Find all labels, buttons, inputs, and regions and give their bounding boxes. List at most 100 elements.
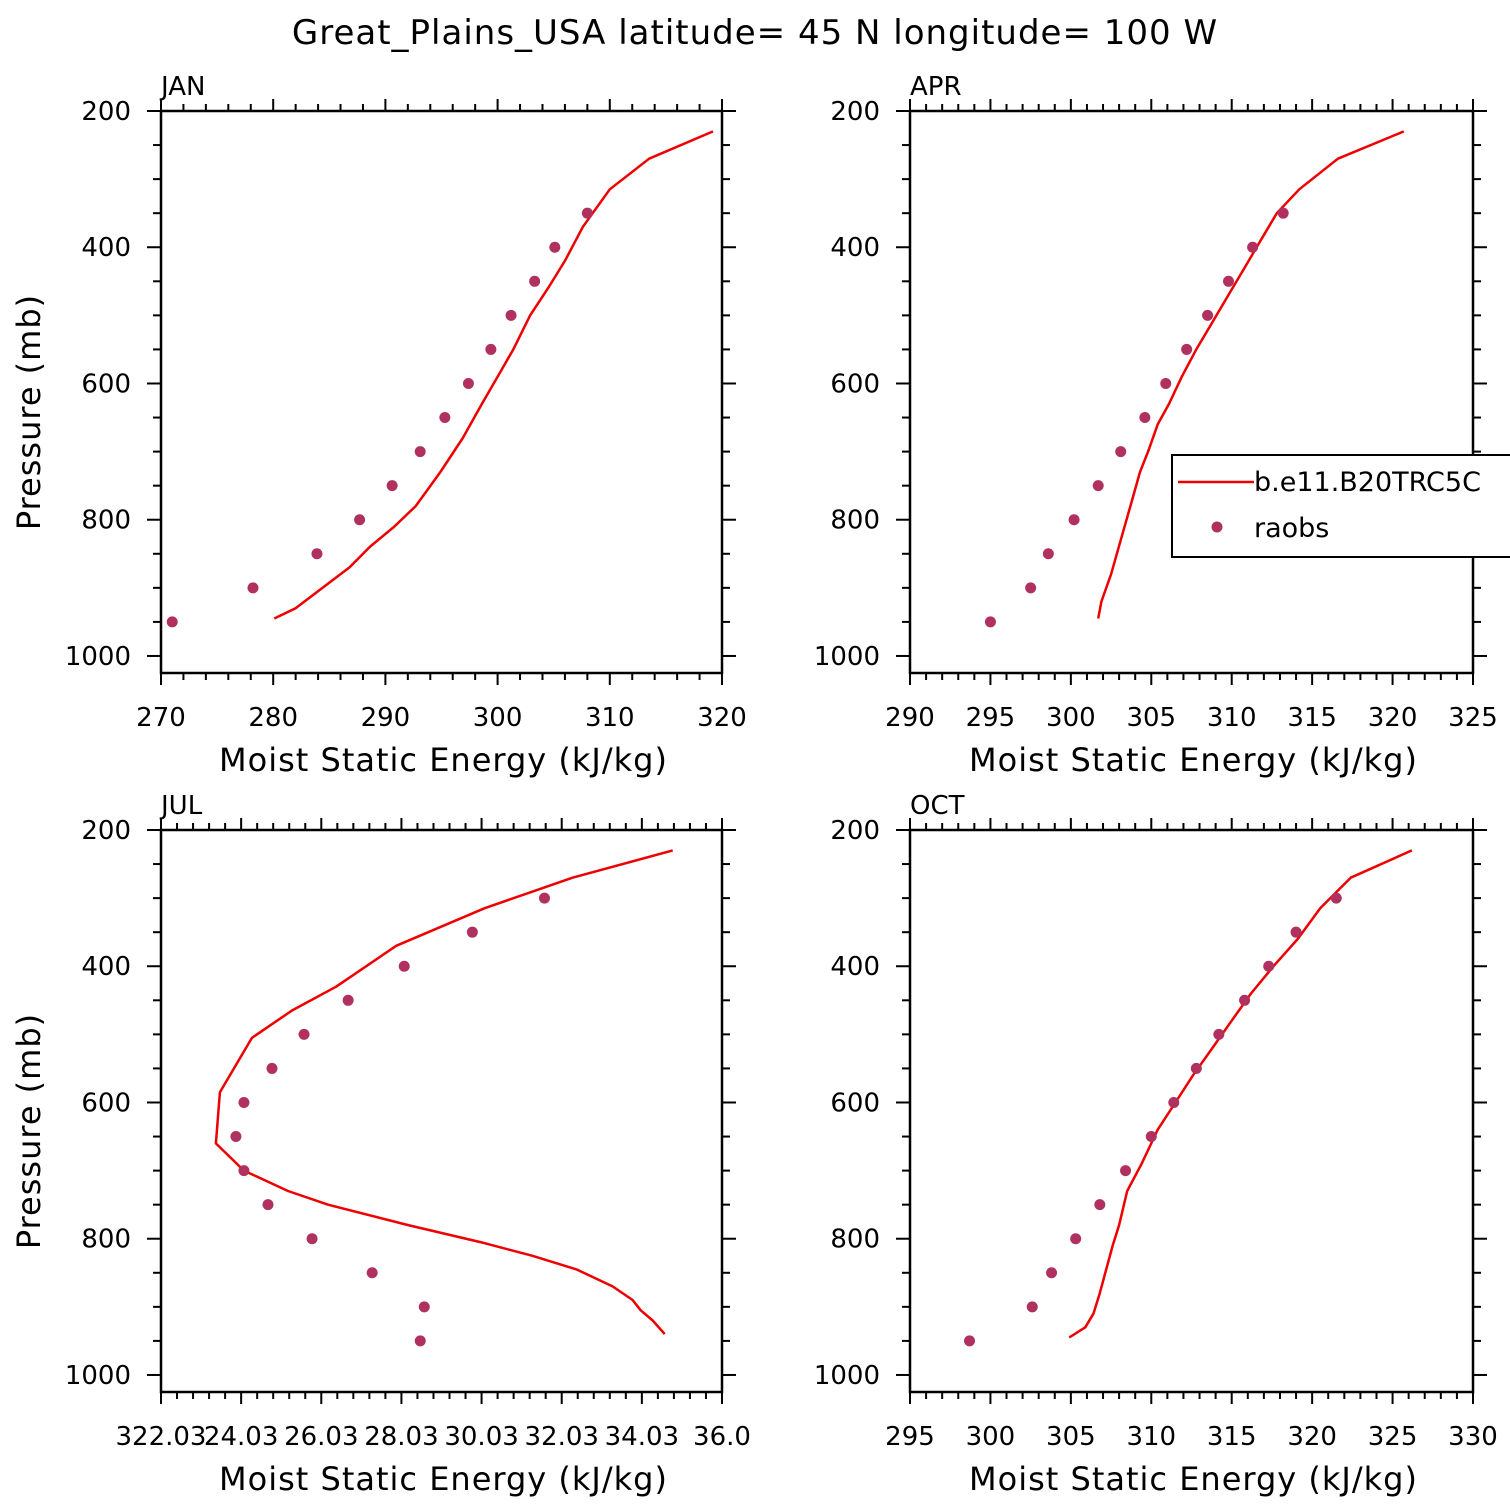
raobs-point	[581, 207, 593, 219]
x-tick-label: 315	[1287, 703, 1337, 733]
x-tick-label: 325	[1448, 703, 1498, 733]
legend-label-raobs: raobs	[1254, 513, 1329, 544]
raobs-point	[1168, 1096, 1180, 1108]
panel-apr: APR 290 295 300 305 310 315 320 325 200 400 600 800 1…	[814, 72, 1498, 779]
legend-label-model: b.e11.B20TRC5C	[1254, 467, 1481, 498]
raobs-point	[1239, 994, 1251, 1006]
y-tick-label: 600	[830, 1088, 880, 1118]
raobs-point	[1190, 1062, 1202, 1074]
x-tick-label: 295	[966, 703, 1016, 733]
x-axis-label: Moist Static Energy (kJ/kg)	[219, 1460, 668, 1498]
x-axis-label: Moist Static Energy (kJ/kg)	[969, 741, 1418, 779]
raobs-point	[964, 1335, 976, 1347]
raobs-point	[414, 1335, 426, 1347]
raobs-point	[1263, 960, 1275, 972]
raobs-point	[1277, 207, 1289, 219]
raobs-point	[1094, 1199, 1106, 1211]
x-tick-label: 310	[585, 703, 635, 733]
x-tick-label: 330	[1448, 1422, 1498, 1452]
x-tick-label: 26.03	[284, 1422, 358, 1452]
raobs-point	[247, 582, 259, 594]
x-tick-label: 280	[248, 703, 298, 733]
raobs-point	[505, 309, 517, 321]
raobs-point	[1181, 343, 1193, 355]
raobs-point	[538, 892, 550, 904]
panel-oct: OCT 295 300 305 310 315 320 325 330 200 400 600 800 1…	[814, 791, 1498, 1498]
x-tick-label: 315	[1207, 1422, 1257, 1452]
y-tick-label: 400	[830, 952, 880, 982]
raobs-point	[354, 514, 366, 526]
panel-label: JUL	[159, 791, 203, 821]
y-tick-label: 400	[81, 233, 131, 263]
y-tick-label: 400	[830, 233, 880, 263]
plot-frame	[908, 109, 1475, 675]
raobs-point	[1120, 1165, 1132, 1177]
y-tick-label: 1000	[814, 1361, 880, 1391]
x-tick-label: 305	[1126, 703, 1176, 733]
x-tick-label: 320	[697, 703, 747, 733]
y-tick-label: 1000	[65, 1361, 131, 1391]
raobs-point	[529, 275, 541, 287]
raobs-point	[311, 548, 323, 560]
raobs-point	[1290, 926, 1302, 938]
legend-box	[1171, 454, 1510, 558]
raobs-point	[1046, 1267, 1058, 1279]
raobs-point	[1160, 377, 1172, 389]
raobs-point	[1330, 892, 1342, 904]
y-tick-label: 1000	[65, 642, 131, 672]
raobs-point	[266, 1062, 278, 1074]
raobs-point	[1070, 1233, 1082, 1245]
y-tick-label: 600	[830, 369, 880, 399]
x-tick-label: 30.03	[444, 1422, 518, 1452]
legend-dot-swatch	[1211, 521, 1223, 533]
raobs-point	[230, 1131, 242, 1143]
raobs-point	[1202, 309, 1214, 321]
y-tick-label: 800	[830, 506, 880, 536]
x-tick-label: 320	[1287, 1422, 1337, 1452]
panels-group: JAN 270 280 290 300 310 320 200 400 600 800 1000 Moi…	[10, 72, 1498, 1498]
panel-label: JAN	[159, 72, 205, 102]
x-tick-label: 320	[1368, 703, 1418, 733]
panel-jan: JAN 270 280 290 300 310 320 200 400 600 800 1000 Moi…	[10, 72, 747, 779]
model-profile-line	[1068, 849, 1413, 1339]
x-tick-label: 325	[1368, 1422, 1418, 1452]
y-tick-label: 600	[81, 369, 131, 399]
plot-frame	[159, 109, 724, 675]
raobs-point	[1222, 275, 1234, 287]
plot-frame	[908, 828, 1475, 1394]
y-tick-label: 200	[81, 97, 131, 127]
x-tick-label: 300	[1046, 703, 1096, 733]
panel-label: OCT	[910, 791, 965, 821]
y-axis-label: Pressure (mb)	[10, 294, 48, 530]
raobs-point	[1139, 412, 1151, 424]
y-tick-label: 400	[81, 952, 131, 982]
raobs-point	[1025, 582, 1037, 594]
raobs-point	[1092, 480, 1104, 492]
x-tick-label: 34.03	[605, 1422, 679, 1452]
raobs-point	[418, 1301, 430, 1313]
raobs-point	[414, 446, 426, 458]
raobs-point	[262, 1199, 274, 1211]
raobs-point	[1247, 241, 1259, 253]
raobs-point	[462, 377, 474, 389]
x-tick-label: 270	[136, 703, 186, 733]
panel-label: APR	[910, 72, 962, 102]
raobs-point	[306, 1233, 318, 1245]
y-axis-label: Pressure (mb)	[10, 1013, 48, 1249]
raobs-point	[466, 926, 478, 938]
y-tick-label: 200	[81, 816, 131, 846]
raobs-point	[1042, 548, 1054, 560]
legend: b.e11.B20TRC5C raobs	[1171, 454, 1510, 558]
model-profile-line	[273, 130, 714, 620]
figure-title: Great_Plains_USA latitude= 45 N longitud…	[292, 13, 1218, 53]
raobs-point	[238, 1165, 250, 1177]
raobs-point	[549, 241, 561, 253]
raobs-point	[166, 616, 178, 628]
raobs-point	[366, 1267, 378, 1279]
y-tick-label: 200	[830, 816, 880, 846]
x-axis-label: Moist Static Energy (kJ/kg)	[219, 741, 668, 779]
x-tick-label: 36.0	[693, 1422, 751, 1452]
raobs-point	[238, 1096, 250, 1108]
